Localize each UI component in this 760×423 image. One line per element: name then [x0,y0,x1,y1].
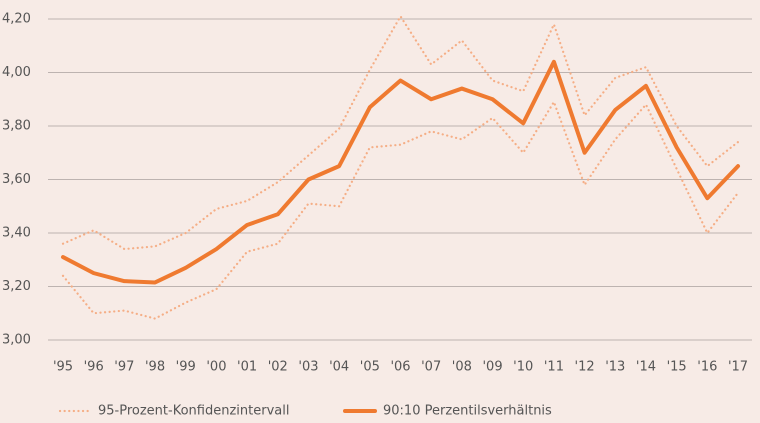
x-tick-label: '98 [145,360,165,375]
y-tick-label: 3,80 [2,119,31,134]
x-tick-label: '10 [513,360,533,375]
y-tick-label: 4,20 [2,12,31,27]
series-line [61,59,740,285]
legend-label: 95-Prozent-Konfidenzintervall [98,404,289,419]
series-line [61,100,740,320]
x-tick-label: '12 [575,360,595,375]
series-line [61,15,740,251]
x-tick-label: '97 [114,360,134,375]
x-tick-label: '96 [84,360,104,375]
y-tick-label: 3,20 [2,279,31,294]
x-tick-label: '95 [53,360,73,375]
x-tick-label: '13 [605,360,625,375]
y-tick-label: 4,00 [2,65,31,80]
x-tick-label: '04 [329,360,349,375]
legend-label: 90:10 Perzentilsverhältnis [383,404,552,419]
x-tick-label: '16 [697,360,717,375]
x-tick-label: '11 [544,360,564,375]
x-tick-label: '03 [298,360,318,375]
x-tick-label: '05 [360,360,380,375]
x-tick-label: '99 [176,360,196,375]
y-tick-label: 3,00 [2,333,31,348]
x-tick-label: '02 [268,360,288,375]
x-tick-label: '00 [206,360,226,375]
x-tick-label: '17 [728,360,748,375]
y-tick-label: 3,40 [2,226,31,241]
x-tick-label: '14 [636,360,656,375]
x-tick-label: '07 [421,360,441,375]
x-tick-label: '09 [482,360,502,375]
y-tick-label: 3,60 [2,172,31,187]
x-tick-label: '08 [452,360,472,375]
x-tick-label: '06 [390,360,410,375]
x-tick-label: '15 [667,360,687,375]
x-tick-label: '01 [237,360,257,375]
